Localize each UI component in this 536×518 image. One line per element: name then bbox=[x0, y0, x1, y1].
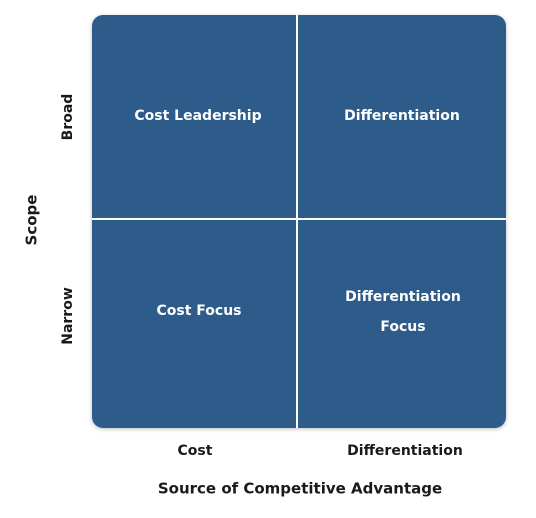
cell-label: Focus bbox=[380, 319, 425, 335]
x-label: Differentiation bbox=[347, 443, 463, 459]
x-axis-title: Source of Competitive Advantage bbox=[158, 480, 442, 498]
x-label: Cost bbox=[178, 443, 213, 459]
cell-label: Cost Leadership bbox=[134, 108, 261, 124]
y-label: Broad bbox=[60, 94, 76, 141]
cell-label: Differentiation bbox=[345, 289, 461, 305]
cell-label: Differentiation bbox=[344, 108, 460, 124]
cell-label: Cost Focus bbox=[156, 303, 241, 319]
y-label: Narrow bbox=[60, 287, 76, 345]
matrix-background bbox=[92, 15, 506, 428]
y-axis-title: Scope bbox=[23, 195, 41, 246]
